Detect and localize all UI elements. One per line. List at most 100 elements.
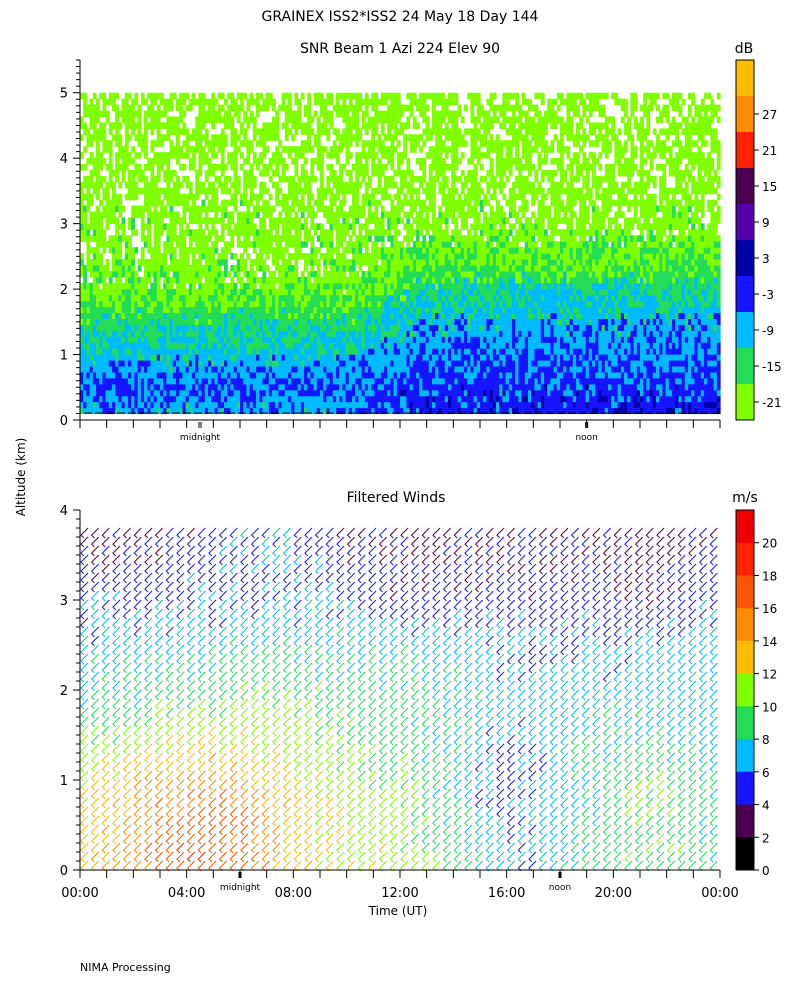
snr-cell (268, 389, 273, 397)
snr-cell (262, 360, 267, 367)
snr-cell (198, 336, 203, 343)
snr-cell (400, 205, 404, 213)
snr-cell (243, 211, 247, 219)
snr-cell (179, 330, 183, 337)
snr-cell (412, 205, 417, 213)
snr-cell (102, 336, 107, 343)
snr-cell (416, 193, 420, 201)
snr-cell (320, 241, 324, 248)
snr-cell (230, 288, 235, 296)
snr-cell (438, 158, 443, 165)
snr-cell (211, 330, 215, 337)
snr-cell (384, 377, 388, 385)
snr-cell (345, 354, 350, 361)
snr-cell (246, 175, 251, 183)
snr-cell (361, 365, 366, 373)
snr-cell (201, 288, 206, 296)
snr-cell (419, 282, 423, 290)
snr-cell (96, 98, 100, 106)
snr-cell (249, 270, 254, 278)
snr-cell (96, 294, 100, 302)
snr-cell (105, 324, 110, 331)
snr-cell (387, 152, 391, 159)
snr-cell (224, 336, 228, 343)
snr-cell (262, 389, 267, 397)
snr-cell (172, 264, 177, 272)
snr-cell (284, 401, 289, 409)
snr-cell (176, 395, 180, 403)
snr-cell (300, 383, 305, 391)
snr-cell (185, 371, 190, 379)
snr-cell (144, 187, 148, 195)
snr-cell (307, 175, 311, 183)
snr-cell (387, 354, 391, 361)
snr-cell (156, 253, 161, 260)
snr-cell (294, 181, 299, 189)
snr-cell (169, 336, 174, 343)
snr-cell (393, 407, 398, 415)
snr-cell (188, 288, 193, 296)
snr-cell (80, 223, 84, 230)
snr-cell (425, 229, 430, 236)
snr-cell (422, 253, 427, 260)
snr-cell (176, 140, 180, 147)
snr-cell (374, 229, 379, 236)
snr-cell (208, 312, 212, 320)
snr-cell (211, 104, 215, 112)
snr-cell (144, 110, 148, 118)
snr-cell (316, 122, 321, 129)
snr-cell (409, 229, 414, 236)
snr-cell (179, 365, 183, 373)
snr-cell (339, 342, 343, 349)
snr-cell (326, 282, 331, 290)
snr-cell (339, 140, 343, 147)
snr-cell (169, 348, 174, 355)
snr-cell (166, 383, 171, 391)
snr-cell (307, 401, 311, 409)
snr-cell (112, 330, 116, 337)
snr-cell (428, 294, 433, 302)
snr-cell (153, 205, 158, 213)
snr-cell (425, 104, 430, 112)
snr-cell (217, 371, 222, 379)
snr-cell (393, 294, 398, 302)
snr-cell (176, 116, 180, 124)
snr-cell (163, 294, 167, 302)
snr-cell (147, 187, 151, 195)
snr-cell (361, 193, 366, 201)
snr-cell (256, 312, 260, 320)
snr-cell (204, 324, 209, 331)
snr-cell (342, 318, 347, 325)
snr-cell (83, 104, 87, 112)
snr-cell (438, 122, 443, 129)
snr-cell (304, 360, 308, 367)
snr-cell (102, 294, 107, 302)
snr-cell (192, 211, 196, 219)
snr-cell (428, 318, 433, 325)
snr-cell (361, 199, 366, 207)
snr-cell (300, 294, 305, 302)
snr-cell (432, 389, 436, 397)
snr-cell (217, 300, 222, 308)
snr-cell (124, 116, 129, 124)
snr-cell (156, 270, 161, 278)
snr-cell (192, 217, 196, 224)
snr-cell (310, 330, 315, 337)
snr-cell (316, 288, 321, 296)
snr-cell (220, 181, 225, 189)
snr-cell (432, 199, 436, 207)
snr-cell (425, 116, 430, 124)
snr-cell (83, 354, 87, 361)
snr-cell (419, 223, 423, 230)
snr-cell (121, 365, 126, 373)
snr-cell (86, 371, 91, 379)
snr-cell (179, 401, 183, 409)
snr-cell (358, 288, 363, 296)
snr-cell (374, 395, 379, 403)
snr-cell (112, 383, 116, 391)
snr-cell (400, 330, 404, 337)
snr-cell (297, 104, 302, 112)
snr-cell (316, 348, 321, 355)
snr-cell (156, 330, 161, 337)
snr-cell (240, 395, 244, 403)
